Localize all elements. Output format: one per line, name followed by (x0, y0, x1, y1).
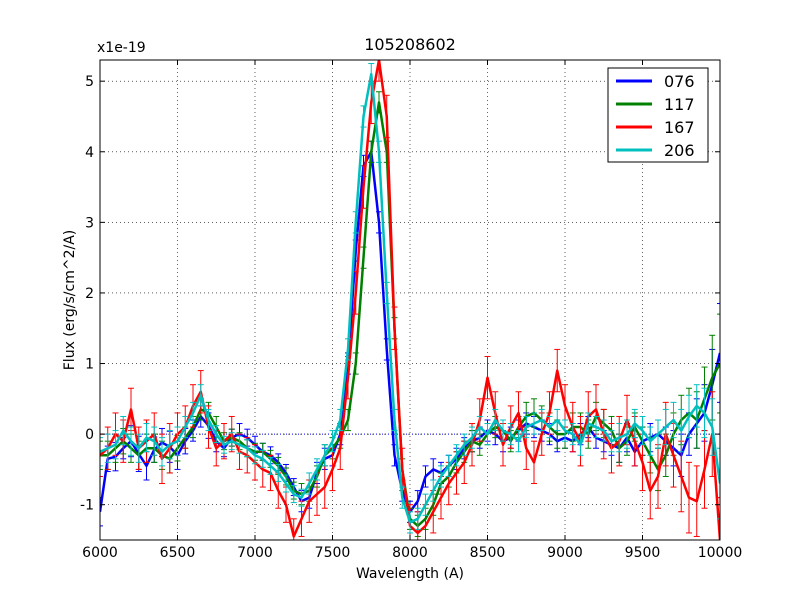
chart-title: 105208602 (364, 35, 456, 54)
x-tick-label: 8000 (392, 545, 428, 561)
x-tick-label: 8500 (470, 545, 506, 561)
y-tick-label: 0 (85, 427, 94, 443)
x-tick-label: 7500 (315, 545, 351, 561)
y-axis: -1 0 1 2 3 4 5 (80, 74, 720, 514)
series-line-206 (100, 72, 720, 524)
y-axis-offset: x1e-19 (97, 40, 146, 56)
x-tick-label: 9000 (547, 545, 583, 561)
x-tick-label: 10000 (698, 545, 743, 561)
legend-box (607, 67, 709, 163)
legend-label-167: 167 (664, 118, 695, 137)
y-tick-label: 2 (85, 286, 94, 302)
x-tick-label: 6000 (82, 545, 118, 561)
legend: 076 117 167 206 (607, 67, 709, 163)
x-axis-label: Wavelength (A) (356, 566, 464, 582)
x-tick-label: 7000 (237, 545, 273, 561)
y-tick-label: -1 (80, 498, 94, 514)
x-tick-label: 6500 (160, 545, 196, 561)
legend-label-076: 076 (664, 72, 695, 91)
legend-label-206: 206 (664, 141, 695, 160)
y-tick-label: 3 (85, 215, 94, 231)
y-tick-label: 4 (85, 145, 94, 161)
y-tick-label: 5 (85, 74, 94, 90)
series-layer (100, 60, 720, 540)
y-tick-label: 1 (85, 357, 94, 373)
x-axis: 6000 6500 7000 7500 8000 8500 9000 9500 10000 (82, 60, 742, 561)
y-axis-label: Flux (erg/s/cm^2/A) (62, 230, 78, 370)
x-tick-label: 9500 (625, 545, 661, 561)
series-206 (100, 63, 720, 534)
legend-label-117: 117 (664, 95, 695, 114)
